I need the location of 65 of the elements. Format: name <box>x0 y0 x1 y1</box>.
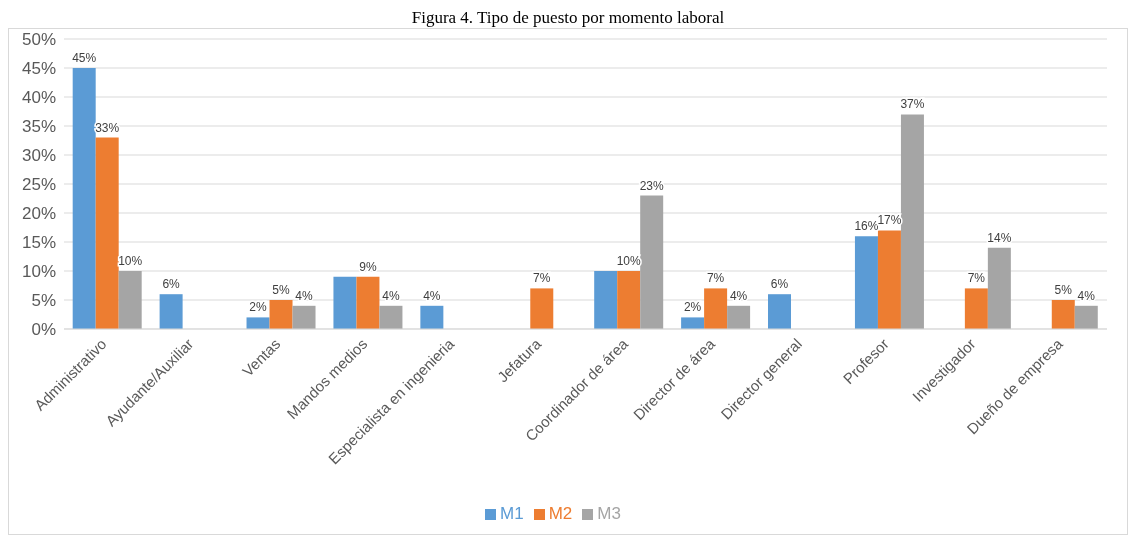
bar <box>246 317 270 329</box>
data-label: 10% <box>118 254 143 268</box>
bar <box>1074 305 1098 329</box>
bar <box>594 271 618 329</box>
data-label: 7% <box>967 271 986 286</box>
data-label: 23% <box>639 178 665 193</box>
y-tick-label: 40% <box>21 88 56 108</box>
bar <box>95 137 119 329</box>
bar <box>877 230 901 329</box>
data-label: 14% <box>987 230 1012 245</box>
bar <box>854 236 878 329</box>
bar <box>292 305 316 329</box>
bar <box>269 300 293 329</box>
bar <box>640 195 664 329</box>
data-label: 6% <box>162 277 181 292</box>
data-label: 9% <box>359 259 377 274</box>
data-label: 10% <box>616 254 642 268</box>
y-tick-label: 0% <box>31 320 56 340</box>
bar <box>727 305 751 329</box>
data-label: 4% <box>1077 288 1096 303</box>
bar <box>118 271 142 329</box>
bar <box>159 294 183 329</box>
bar <box>987 247 1011 329</box>
data-label: 5% <box>272 283 291 297</box>
y-tick-label: 15% <box>21 233 56 253</box>
data-label: 7% <box>706 271 725 286</box>
y-tick-label: 25% <box>21 175 56 195</box>
y-tick-label: 45% <box>21 59 56 79</box>
y-tick-label: 20% <box>21 204 56 224</box>
data-label: 2% <box>249 300 268 315</box>
bar <box>768 294 792 329</box>
data-label: 45% <box>72 51 97 65</box>
bar <box>964 288 988 329</box>
bar <box>379 305 403 329</box>
data-label: 37% <box>900 97 925 112</box>
y-tick-label: 10% <box>21 262 56 282</box>
chart-title: Figura 4. Tipo de puesto por momento laboral <box>410 8 726 28</box>
data-label: 16% <box>854 219 879 234</box>
y-tick-label: 50% <box>21 30 56 50</box>
legend-label: M3 <box>597 504 621 523</box>
bar <box>530 288 554 329</box>
bar <box>704 288 728 329</box>
bar <box>356 276 380 329</box>
data-label: 17% <box>877 213 902 228</box>
data-label: 33% <box>95 120 120 135</box>
y-tick-label: 30% <box>21 146 56 166</box>
y-tick-label: 5% <box>31 291 56 311</box>
bar <box>1051 300 1075 329</box>
data-label: 4% <box>729 288 748 303</box>
bar <box>617 271 641 329</box>
y-tick-label: 35% <box>21 117 56 137</box>
legend-label: M2 <box>548 504 573 523</box>
legend-label: M1 <box>500 504 524 523</box>
bar <box>900 114 924 329</box>
data-label: 4% <box>423 288 441 303</box>
bar <box>681 317 705 329</box>
data-label: 4% <box>382 288 400 303</box>
bar <box>420 305 444 329</box>
data-label: 7% <box>533 271 551 286</box>
data-label: 4% <box>295 288 314 303</box>
data-label: 2% <box>683 300 702 315</box>
data-label: 5% <box>1054 283 1073 297</box>
bar <box>72 68 96 329</box>
bar <box>333 276 357 329</box>
data-label: 6% <box>770 277 789 292</box>
